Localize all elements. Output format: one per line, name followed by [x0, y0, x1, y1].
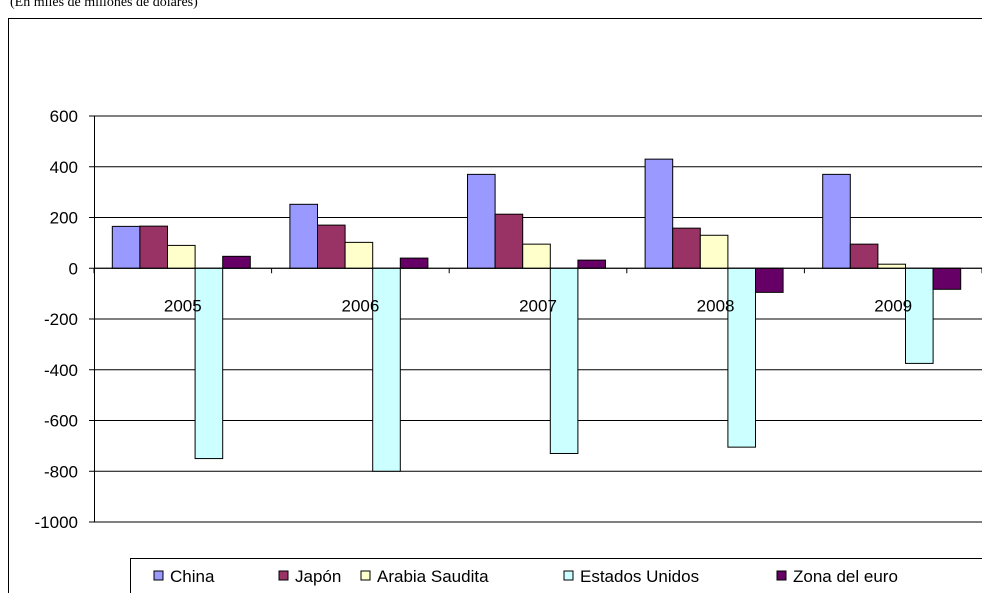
- bar: [672, 227, 701, 269]
- legend-label: Arabia Saudita: [377, 567, 489, 586]
- y-tick-label: -200: [44, 310, 78, 329]
- bar: [822, 173, 851, 269]
- legend-swatch: [563, 570, 574, 581]
- bar: [644, 158, 674, 269]
- bar: [849, 243, 879, 269]
- legend-label: Zona del euro: [793, 567, 898, 586]
- legend-label: Japón: [295, 567, 341, 586]
- bar: [877, 263, 907, 269]
- legend-label: Estados Unidos: [580, 567, 699, 586]
- bar: [467, 173, 496, 269]
- y-tick-label: -800: [44, 462, 78, 481]
- bar: [344, 241, 374, 269]
- legend-swatch: [153, 570, 164, 581]
- x-tick-label: 2007: [519, 296, 557, 315]
- x-tick-label: 2008: [697, 296, 735, 315]
- bar: [139, 225, 168, 269]
- x-tick-label: 2009: [874, 296, 912, 315]
- bar: [399, 257, 429, 269]
- bar: [167, 244, 196, 269]
- bar: [317, 224, 346, 269]
- x-tick-label: 2006: [341, 296, 379, 315]
- bar: [577, 259, 607, 269]
- legend-swatch: [776, 570, 787, 581]
- legend-box: [130, 558, 982, 593]
- legend-label: China: [170, 567, 215, 586]
- bar: [522, 243, 551, 269]
- y-tick-label: 400: [50, 158, 78, 177]
- y-tick-label: -1000: [35, 513, 78, 532]
- legend-swatch: [278, 570, 289, 581]
- bar: [289, 203, 318, 269]
- x-tick-label: 2005: [164, 296, 202, 315]
- bar: [549, 267, 579, 454]
- y-tick-label: 600: [50, 107, 78, 126]
- bar: [494, 213, 524, 269]
- bar: [699, 234, 729, 269]
- y-tick-label: -400: [44, 361, 78, 380]
- bar: [372, 267, 401, 472]
- bar: [755, 267, 784, 293]
- y-tick-label: -600: [44, 412, 78, 431]
- y-tick-label: 0: [69, 259, 78, 278]
- legend-swatch: [360, 570, 371, 581]
- bar: [222, 255, 251, 269]
- chart-frame: [8, 18, 982, 593]
- bar: [932, 267, 962, 290]
- chart-subtitle: (En miles de millones de dólares): [10, 0, 198, 10]
- bar: [905, 267, 934, 364]
- y-tick-label: 200: [50, 209, 78, 228]
- bar: [111, 225, 141, 269]
- bar: [727, 267, 757, 448]
